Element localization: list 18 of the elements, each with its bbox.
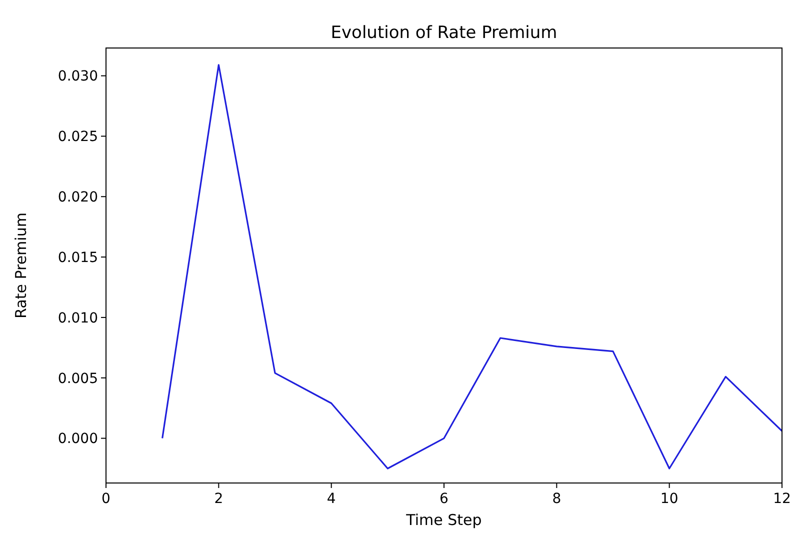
x-tick-label: 2 — [214, 491, 224, 507]
x-axis-title: Time Step — [405, 511, 482, 529]
x-tick-label: 6 — [440, 491, 449, 507]
y-tick-label: 0.030 — [58, 68, 98, 85]
x-tick-label: 12 — [773, 491, 791, 507]
chart-title: Evolution of Rate Premium — [330, 23, 558, 43]
x-tick-label: 10 — [660, 491, 678, 507]
line-series — [162, 64, 782, 470]
x-tick-label: 0 — [102, 491, 110, 507]
y-axis-title: Rate Premium — [12, 212, 30, 318]
x-tick-label: 4 — [326, 491, 336, 507]
y-tick-label: 0.015 — [58, 250, 98, 266]
y-tick-label: 0.025 — [58, 129, 98, 146]
y-tick-label: 0.005 — [58, 370, 98, 387]
y-tick-label: 0.010 — [58, 310, 98, 326]
y-tick-label: 0.000 — [58, 431, 98, 448]
y-tick-label: 0.020 — [58, 190, 98, 206]
x-tick-label: 8 — [552, 491, 562, 507]
